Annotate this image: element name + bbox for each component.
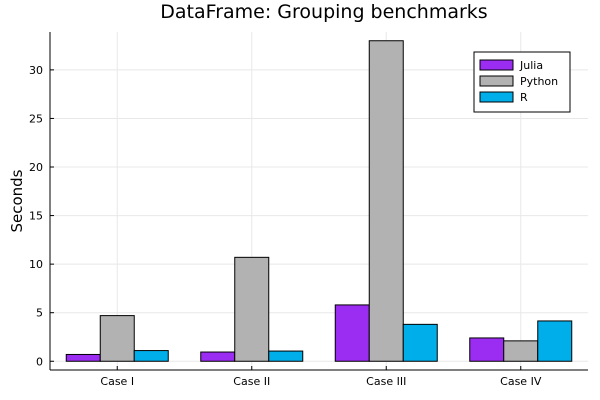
y-tick-label: 20 bbox=[29, 161, 43, 174]
legend-swatch bbox=[479, 91, 514, 103]
bar-julia-case-i bbox=[65, 353, 101, 362]
legend-label: R bbox=[520, 91, 528, 104]
x-tick-label: Case III bbox=[366, 375, 406, 388]
legend-label: Python bbox=[520, 75, 558, 88]
chart-title: DataFrame: Grouping benchmarks bbox=[160, 1, 487, 23]
bar-julia-case-iii bbox=[334, 304, 370, 362]
legend-swatch bbox=[479, 75, 514, 87]
x-tick-label: Case IV bbox=[500, 375, 542, 388]
y-tick-label: 30 bbox=[29, 64, 43, 77]
bar-r-case-iii bbox=[402, 323, 438, 362]
bar-r-case-ii bbox=[268, 350, 304, 362]
y-tick-label: 15 bbox=[29, 210, 43, 223]
bar-python-case-ii bbox=[234, 256, 270, 362]
bar-python-case-iv bbox=[503, 340, 539, 362]
bar-python-case-i bbox=[99, 315, 135, 362]
bar-julia-case-ii bbox=[200, 351, 236, 362]
axes bbox=[49, 32, 588, 371]
legend: Julia Python R bbox=[473, 51, 571, 113]
bar-julia-case-iv bbox=[469, 337, 505, 362]
y-tick-label: 10 bbox=[29, 258, 43, 271]
x-tick-label: Case I bbox=[100, 375, 134, 388]
bars bbox=[65, 40, 573, 362]
x-tick-label: Case II bbox=[233, 375, 270, 388]
legend-swatch bbox=[479, 59, 514, 71]
y-tick-label: 25 bbox=[29, 112, 43, 125]
y-tick-label: 0 bbox=[36, 355, 43, 368]
bar-r-case-iv bbox=[537, 320, 573, 362]
bar-python-case-iii bbox=[368, 40, 404, 362]
y-axis-label: Seconds bbox=[8, 169, 26, 232]
legend-label: Julia bbox=[519, 59, 543, 72]
tick-labels: 0 5 10 15 20 25 30 Case I Case II Case III Case IV bbox=[29, 64, 542, 388]
y-tick-label: 5 bbox=[36, 307, 43, 320]
bar-r-case-i bbox=[133, 350, 169, 362]
